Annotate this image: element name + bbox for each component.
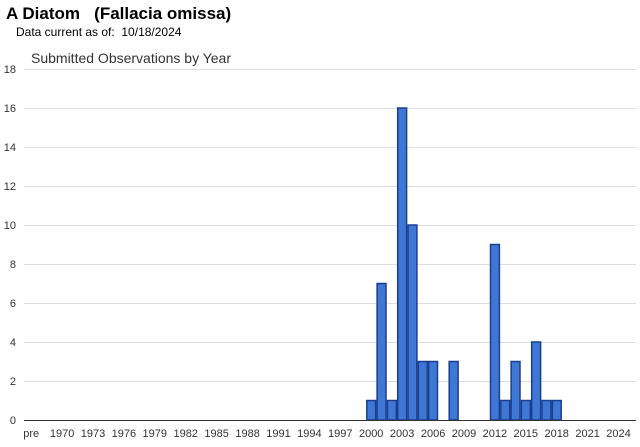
bar-2014 — [510, 360, 521, 421]
x-tick-label: 2018 — [544, 428, 568, 440]
y-tick-label: 16 — [4, 103, 16, 115]
bar-2018 — [551, 399, 562, 421]
x-tick-label: 2000 — [359, 428, 383, 440]
x-tick-label: 2015 — [514, 428, 538, 440]
bar-2004 — [407, 224, 418, 421]
y-axis-tick-labels: 0 2 4 6 8 10 12 14 16 18 — [4, 64, 16, 427]
y-tick-label: 2 — [10, 376, 16, 388]
y-tick-label: 8 — [10, 259, 16, 271]
bar-2008 — [448, 360, 459, 421]
data-current-date: Data current as of: 10/18/2024 — [16, 25, 182, 39]
x-tick-label: pre — [23, 428, 39, 440]
x-tick-label: 1970 — [50, 428, 74, 440]
x-tick-label: 1976 — [112, 428, 136, 440]
bar-2000 — [366, 399, 377, 421]
y-tick-label: 18 — [4, 64, 16, 76]
bar-2002 — [386, 399, 398, 421]
y-tick-label: 14 — [4, 142, 16, 154]
bar-2016 — [530, 341, 542, 421]
y-tick-label: 0 — [10, 415, 16, 427]
x-tick-label: 1994 — [297, 428, 321, 440]
x-tick-label: 1991 — [266, 428, 290, 440]
x-tick-label: 2012 — [483, 428, 507, 440]
bar-2015 — [520, 399, 532, 421]
y-tick-label: 10 — [4, 220, 16, 232]
bar-2012 — [489, 243, 501, 421]
x-tick-label: 2009 — [452, 428, 476, 440]
x-tick-label: 1997 — [328, 428, 352, 440]
bar-2013 — [500, 399, 511, 421]
x-tick-label: 2003 — [390, 428, 414, 440]
x-tick-label: 1988 — [235, 428, 259, 440]
x-tick-label: 2021 — [575, 428, 599, 440]
x-tick-label: 1973 — [81, 428, 105, 440]
gridlines — [24, 69, 636, 382]
bar-2003 — [396, 107, 408, 421]
y-tick-label: 4 — [10, 337, 16, 349]
page-title: A Diatom (Fallacia omissa) — [6, 4, 232, 23]
x-tick-label: 1982 — [173, 428, 197, 440]
chart-title: Submitted Observations by Year — [31, 50, 231, 66]
bar-2017 — [541, 399, 552, 421]
bar-2001 — [376, 282, 387, 421]
x-axis-tick-labels: pre 1970 1973 1976 1979 1982 1985 1988 1991 1994 1… — [23, 428, 630, 440]
x-tick-label: 1979 — [143, 428, 167, 440]
y-tick-label: 6 — [10, 298, 16, 310]
bar-2006 — [427, 360, 439, 421]
y-tick-label: 12 — [4, 181, 16, 193]
x-tick-label: 1985 — [204, 428, 228, 440]
x-tick-label: 2024 — [606, 428, 630, 440]
bar-2005 — [417, 360, 428, 421]
x-tick-label: 2006 — [421, 428, 445, 440]
bars — [366, 107, 562, 421]
